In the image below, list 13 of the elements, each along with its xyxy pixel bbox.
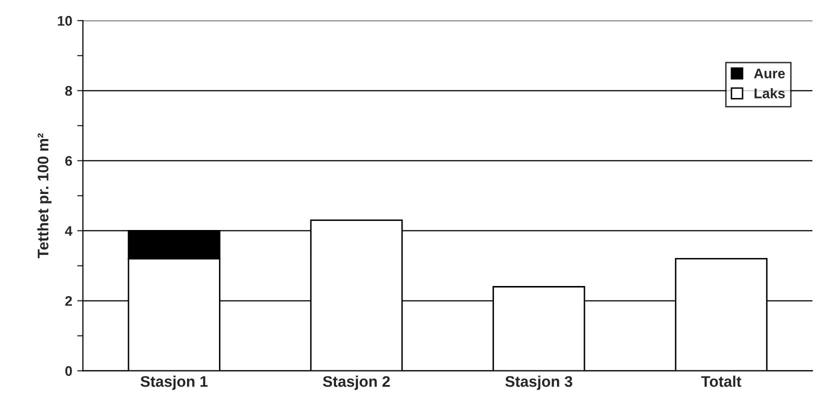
y-tick-label: 0 [65, 366, 72, 376]
x-tick-label: Stasjon 3 [505, 376, 572, 390]
x-tick-label: Stasjon 2 [322, 376, 390, 390]
legend-label: Laks [754, 88, 785, 98]
x-tick-label: Stasjon 1 [140, 376, 208, 390]
y-tick-label: 4 [64, 226, 72, 236]
x-tick-label: Totalt [701, 376, 742, 387]
legend-label: Aure [754, 68, 785, 78]
y-tick-label: 8 [65, 86, 72, 96]
y-tick-label: 2 [65, 296, 72, 306]
y-tick-label: 6 [65, 156, 72, 166]
y-tick-label: 10 [58, 16, 72, 26]
y-axis-title: Tetthet pr. 100 m² [37, 133, 52, 258]
